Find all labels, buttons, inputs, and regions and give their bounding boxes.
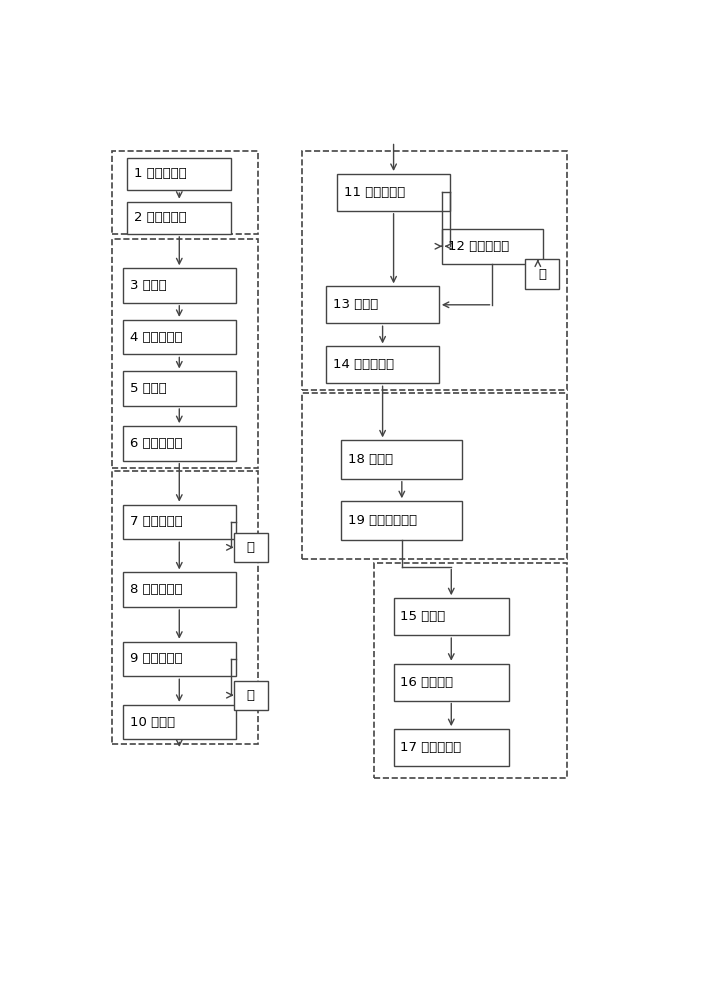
Bar xyxy=(123,642,235,676)
Text: 12 带式压榨机: 12 带式压榨机 xyxy=(448,240,510,253)
Bar xyxy=(127,202,231,234)
Bar xyxy=(112,471,258,744)
Bar xyxy=(123,705,235,739)
Text: 15 贮罐二: 15 贮罐二 xyxy=(400,610,445,623)
Bar xyxy=(393,664,509,701)
Bar xyxy=(123,426,235,461)
Bar xyxy=(112,239,258,468)
Text: 7 荔枝去皮机: 7 荔枝去皮机 xyxy=(130,515,182,528)
Text: 皮: 皮 xyxy=(247,541,255,554)
Text: 核: 核 xyxy=(247,689,255,702)
Text: 19 真空浓缩装置: 19 真空浓缩装置 xyxy=(348,514,417,527)
Bar xyxy=(112,151,258,234)
Bar xyxy=(525,259,559,289)
Bar xyxy=(123,268,235,303)
Text: 3 提升机: 3 提升机 xyxy=(130,279,167,292)
Text: 1 刮板提升机: 1 刮板提升机 xyxy=(134,167,186,180)
Bar xyxy=(326,346,439,383)
Text: 10 螺杆泵: 10 螺杆泵 xyxy=(130,716,174,729)
Bar xyxy=(123,320,235,354)
Bar xyxy=(442,229,543,264)
Bar xyxy=(337,174,450,211)
Text: 9 去核打浆机: 9 去核打浆机 xyxy=(130,652,182,666)
Text: 8 螺杆提升机: 8 螺杆提升机 xyxy=(130,583,182,596)
Text: 渣: 渣 xyxy=(538,267,546,280)
Bar xyxy=(326,286,439,323)
Text: 6 辊式刷果机: 6 辊式刷果机 xyxy=(130,437,182,450)
Bar xyxy=(234,681,268,710)
Bar xyxy=(374,563,566,778)
Bar xyxy=(302,151,566,389)
Text: 4 毛刷清洗机: 4 毛刷清洗机 xyxy=(130,331,182,344)
Text: 11 打浆过滤机: 11 打浆过滤机 xyxy=(344,186,405,199)
Bar xyxy=(302,393,566,559)
Bar xyxy=(123,572,235,607)
Bar xyxy=(123,505,235,539)
Text: 13 贮罐一: 13 贮罐一 xyxy=(333,298,378,311)
Bar xyxy=(393,598,509,635)
Bar xyxy=(127,158,231,190)
Text: 16 板式杀菌: 16 板式杀菌 xyxy=(400,676,453,689)
Text: 5 洗果机: 5 洗果机 xyxy=(130,382,167,395)
Bar xyxy=(342,440,462,479)
Bar xyxy=(234,533,268,562)
Text: 14 精密过滤机: 14 精密过滤机 xyxy=(333,358,394,371)
Bar xyxy=(342,501,462,540)
Bar xyxy=(123,371,235,406)
Text: 18 贮罐三: 18 贮罐三 xyxy=(348,453,393,466)
Text: 2 荔枝脱枝机: 2 荔枝脱枝机 xyxy=(134,211,186,224)
Bar xyxy=(393,729,509,766)
Text: 17 无菌灌装机: 17 无菌灌装机 xyxy=(400,741,462,754)
